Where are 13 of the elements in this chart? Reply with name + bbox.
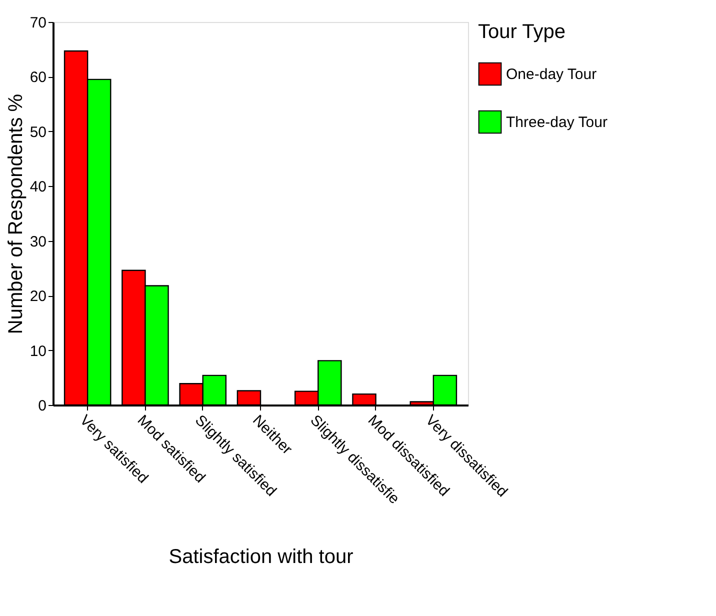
y-tick-label: 50 [30,124,46,141]
y-tick-label: 40 [30,178,46,196]
legend-label: One-day Tour [506,66,597,83]
y-tick-label: 20 [30,288,46,306]
y-tick-label: 30 [30,233,46,250]
y-axis-title: Number of Respondents % [4,94,27,334]
y-tick-label: 10 [30,342,46,360]
legend-label: Three-day Tour [506,114,608,131]
y-tick-label: 0 [38,398,46,414]
legend-title: Tour Type [478,21,566,43]
x-axis-title: Satisfaction with tour [168,546,354,568]
y-tick-label: 70 [30,14,46,32]
y-tick-label: 60 [30,69,46,86]
